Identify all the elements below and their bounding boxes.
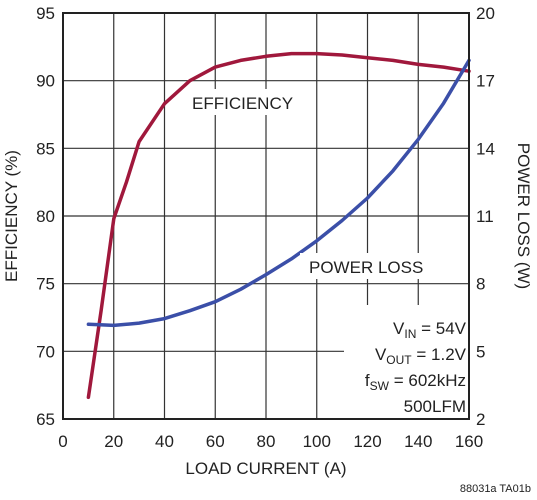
x-tick-labels: 0 20 40 60 80 100 120 140 160: [58, 432, 483, 451]
y2-tick-label: 2: [476, 410, 485, 429]
y-tick-labels: 65 70 75 80 85 90 95: [36, 4, 55, 429]
y2-tick-labels: 2 5 8 11 14 17 20: [476, 4, 495, 429]
y-tick-label: 95: [36, 4, 55, 23]
efficiency-line: [86, 51, 471, 400]
grid: [62, 12, 470, 420]
y2-tick-label: 8: [476, 275, 485, 294]
vout-condition: VOUT = 1.2V: [375, 345, 467, 367]
y-tick-label: 85: [36, 139, 55, 158]
y-tick-label: 80: [36, 207, 55, 226]
y2-tick-label: 20: [476, 4, 495, 23]
fsw-condition: fSW = 602kHz: [365, 371, 466, 393]
y-tick-label: 70: [36, 342, 55, 361]
x-tick-label: 140: [404, 432, 432, 451]
x-tick-label: 80: [257, 432, 276, 451]
y2-tick-label: 14: [476, 139, 495, 158]
x-tick-label: 100: [303, 432, 331, 451]
y-axis-label: EFFICIENCY (%): [2, 150, 21, 282]
x-tick-label: 0: [58, 432, 67, 451]
vin-condition: VIN = 54V: [393, 319, 467, 341]
x-tick-label: 40: [155, 432, 174, 451]
y-tick-label: 75: [36, 275, 55, 294]
y2-tick-label: 11: [476, 207, 494, 226]
x-tick-label: 20: [104, 432, 123, 451]
x-tick-label: 160: [455, 432, 483, 451]
y2-tick-label: 5: [476, 342, 485, 361]
y2-axis-label: POWER LOSS (W): [514, 143, 533, 289]
y2-tick-label: 17: [476, 72, 495, 91]
efficiency-annotation: EFFICIENCY: [192, 94, 293, 113]
power-loss-annotation: POWER LOSS: [309, 258, 423, 277]
x-tick-label: 120: [353, 432, 381, 451]
airflow-condition: 500LFM: [404, 397, 466, 416]
figure-reference: 88031a TA01b: [460, 483, 531, 495]
y-tick-label: 65: [36, 410, 55, 429]
efficiency-label-bg: [186, 89, 302, 115]
x-axis-label: LOAD CURRENT (A): [185, 459, 346, 478]
power-loss-label-bg: [300, 253, 438, 279]
power-loss-line: [86, 58, 471, 328]
plot-frame: [62, 12, 470, 420]
x-tick-label: 60: [206, 432, 225, 451]
y-tick-label: 90: [36, 72, 55, 91]
conditions-box: [344, 305, 468, 418]
